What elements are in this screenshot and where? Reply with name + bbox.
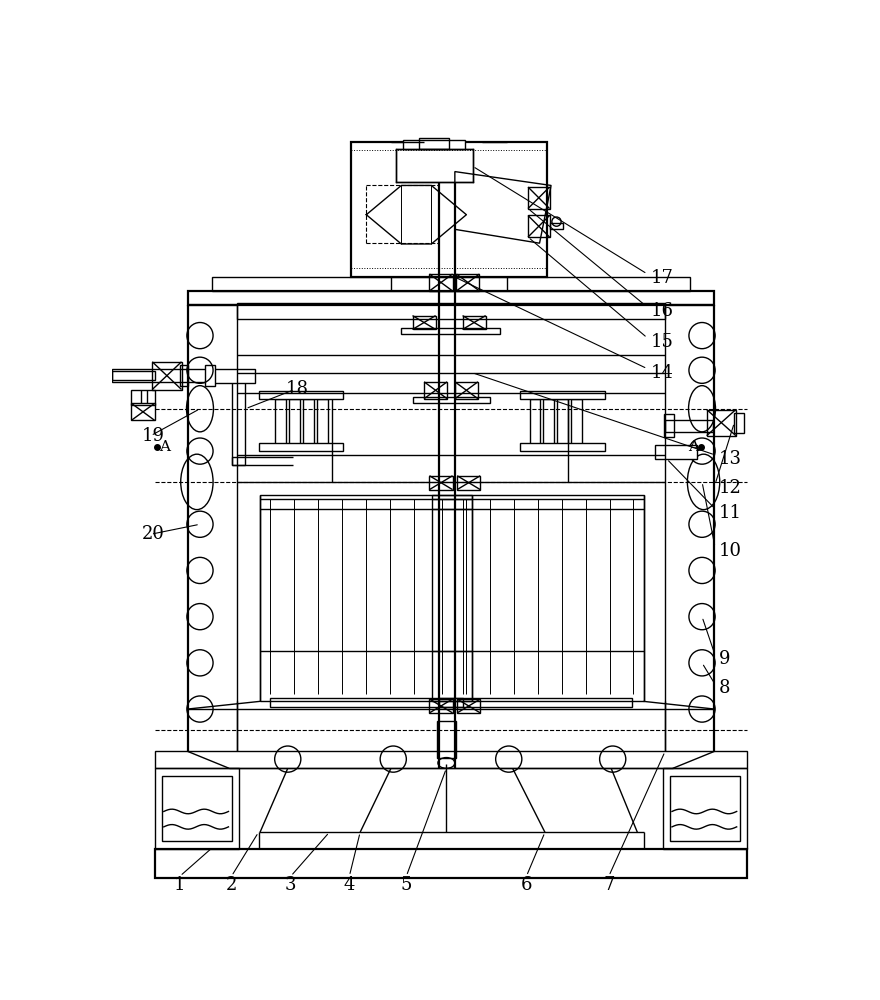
Text: 11: 11 <box>719 504 742 522</box>
Bar <box>528 187 549 209</box>
Bar <box>458 476 480 490</box>
Bar <box>113 371 155 380</box>
Bar <box>707 410 736 436</box>
Bar <box>303 399 314 445</box>
Bar <box>396 149 473 182</box>
Bar <box>180 365 187 386</box>
Text: 10: 10 <box>719 542 742 560</box>
Bar <box>270 698 463 707</box>
Bar <box>419 138 450 149</box>
Text: A: A <box>159 440 170 454</box>
Text: 3: 3 <box>285 876 297 894</box>
Text: 2: 2 <box>226 876 238 894</box>
Bar <box>259 443 343 451</box>
Bar <box>463 316 486 329</box>
Bar <box>413 397 489 403</box>
Text: 18: 18 <box>285 380 309 398</box>
Text: 12: 12 <box>719 479 742 497</box>
Text: 7: 7 <box>603 876 614 894</box>
Bar <box>204 365 216 386</box>
Bar <box>557 399 568 445</box>
Bar <box>429 476 452 490</box>
Bar <box>424 382 447 399</box>
Bar <box>528 215 549 237</box>
Bar <box>131 403 155 420</box>
Bar <box>457 274 480 291</box>
Bar <box>429 274 452 291</box>
Bar <box>351 142 547 277</box>
Bar <box>520 391 605 399</box>
Bar <box>664 414 674 437</box>
Bar <box>152 362 181 389</box>
Text: 4: 4 <box>344 876 355 894</box>
Bar <box>155 751 747 768</box>
Bar <box>429 699 452 713</box>
Bar <box>413 316 436 329</box>
Bar <box>437 721 456 758</box>
Bar <box>259 391 343 399</box>
Bar <box>113 369 214 382</box>
Bar <box>663 768 747 849</box>
Bar <box>275 399 286 445</box>
Bar <box>237 303 665 319</box>
Bar <box>162 776 231 841</box>
Text: 9: 9 <box>719 650 730 668</box>
Bar <box>734 413 744 433</box>
Bar <box>290 399 300 445</box>
Text: A: A <box>688 440 699 454</box>
Bar <box>665 420 713 432</box>
Text: 17: 17 <box>651 269 674 287</box>
Bar <box>212 369 254 383</box>
Text: 19: 19 <box>142 427 165 445</box>
Text: 20: 20 <box>142 525 165 543</box>
Bar <box>520 443 605 451</box>
Bar <box>401 328 500 334</box>
Text: 14: 14 <box>651 364 674 382</box>
Bar <box>317 399 328 445</box>
Bar <box>455 382 478 399</box>
Bar <box>671 776 740 841</box>
Bar <box>187 291 715 305</box>
Text: 6: 6 <box>521 876 532 894</box>
Bar <box>549 223 563 229</box>
Bar <box>155 768 239 849</box>
Bar <box>439 698 632 707</box>
Text: 15: 15 <box>651 333 674 351</box>
Bar <box>131 390 155 405</box>
Text: 13: 13 <box>719 450 742 468</box>
Bar <box>403 140 465 149</box>
Bar <box>530 399 540 445</box>
Bar <box>432 495 643 701</box>
Bar <box>543 399 554 445</box>
Text: 5: 5 <box>400 876 412 894</box>
Bar <box>458 699 480 713</box>
Text: 8: 8 <box>719 679 730 697</box>
Bar <box>155 849 747 878</box>
Text: 1: 1 <box>174 876 186 894</box>
Bar <box>212 277 690 291</box>
Bar <box>231 457 246 465</box>
Bar <box>260 495 472 701</box>
Bar <box>655 445 698 459</box>
Text: 16: 16 <box>651 302 674 320</box>
Bar <box>571 399 582 445</box>
